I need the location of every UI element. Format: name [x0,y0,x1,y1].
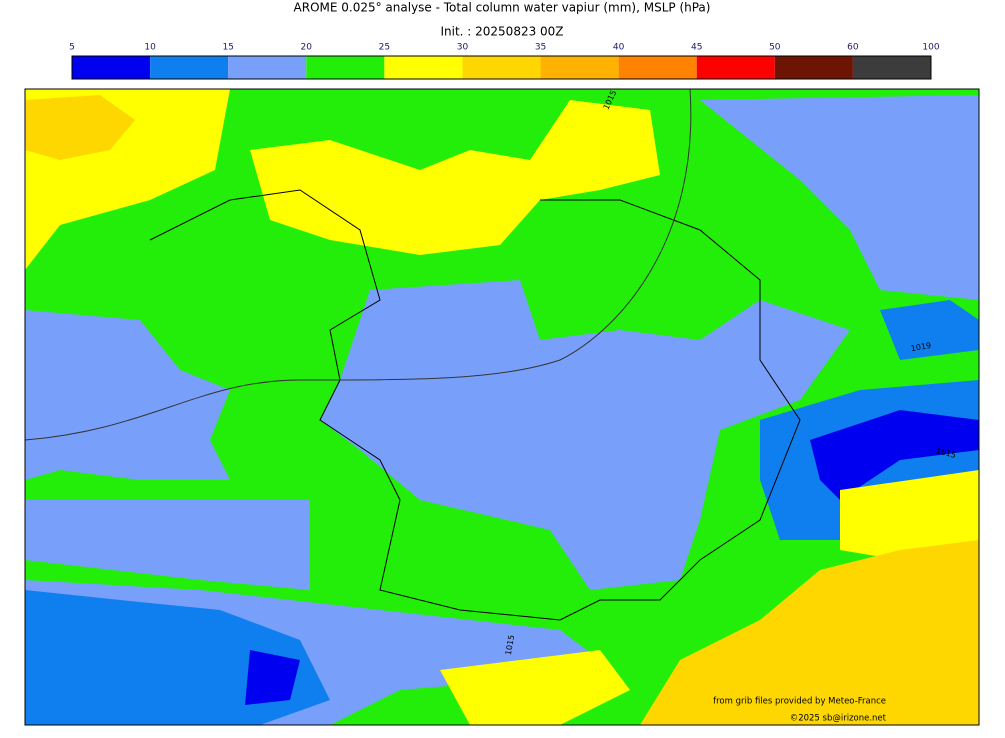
colorbar-segment [462,56,541,79]
colorbar-segment [774,56,853,79]
colorbar-segment [852,56,931,79]
colorbar-segment [384,56,463,79]
colorbar-frame [71,55,932,80]
colorbar-tick-label: 25 [379,43,390,53]
colorbar: 5 10 15 20 25 30 35 40 45 50 60 100 [69,43,940,80]
field [25,310,230,480]
field [25,95,135,160]
colorbar-tick-label: 35 [535,43,546,53]
isobar-label: 1019 [910,341,932,353]
colorbar-segment [150,56,229,79]
title: AROME 0.025° analyse - Total column wate… [294,1,711,15]
field [25,500,310,590]
colorbar-segment [696,56,775,79]
colorbar-segment [306,56,385,79]
colorbar-tick-label: 10 [144,43,156,53]
colorbar-tick-label: 100 [922,43,939,53]
colorbar-tick-label: 20 [301,43,313,53]
colorbar-segment [540,56,619,79]
init-time: Init. : 20250823 00Z [440,25,563,39]
credit: ©2025 sb@irizone.net [790,714,887,724]
isobar [25,89,692,441]
field [440,650,630,725]
colorbar-segment [72,56,151,79]
credit: from grib files provided by Meteo-France [713,697,886,707]
colorbar-segment [618,56,697,79]
map [25,89,979,725]
map-frame [24,88,980,726]
field [840,470,979,560]
colorbar-tick-label: 15 [222,43,233,53]
colorbar-tick-label: 30 [457,43,469,53]
field [880,300,979,360]
field [700,95,979,300]
colorbar-tick-label: 50 [769,43,781,53]
field [810,410,979,500]
coastline [149,189,801,621]
field [640,540,979,725]
colorbar-tick-label: 60 [847,43,859,53]
field [250,100,660,255]
colorbar-tick-label: 40 [613,43,625,53]
colorbar-tick-label: 5 [69,43,75,53]
colorbar-tick-label: 45 [691,43,702,53]
colorbar-segment [228,56,307,79]
isobar-label: 1015 [504,634,516,656]
field [245,650,300,705]
field [320,280,850,590]
